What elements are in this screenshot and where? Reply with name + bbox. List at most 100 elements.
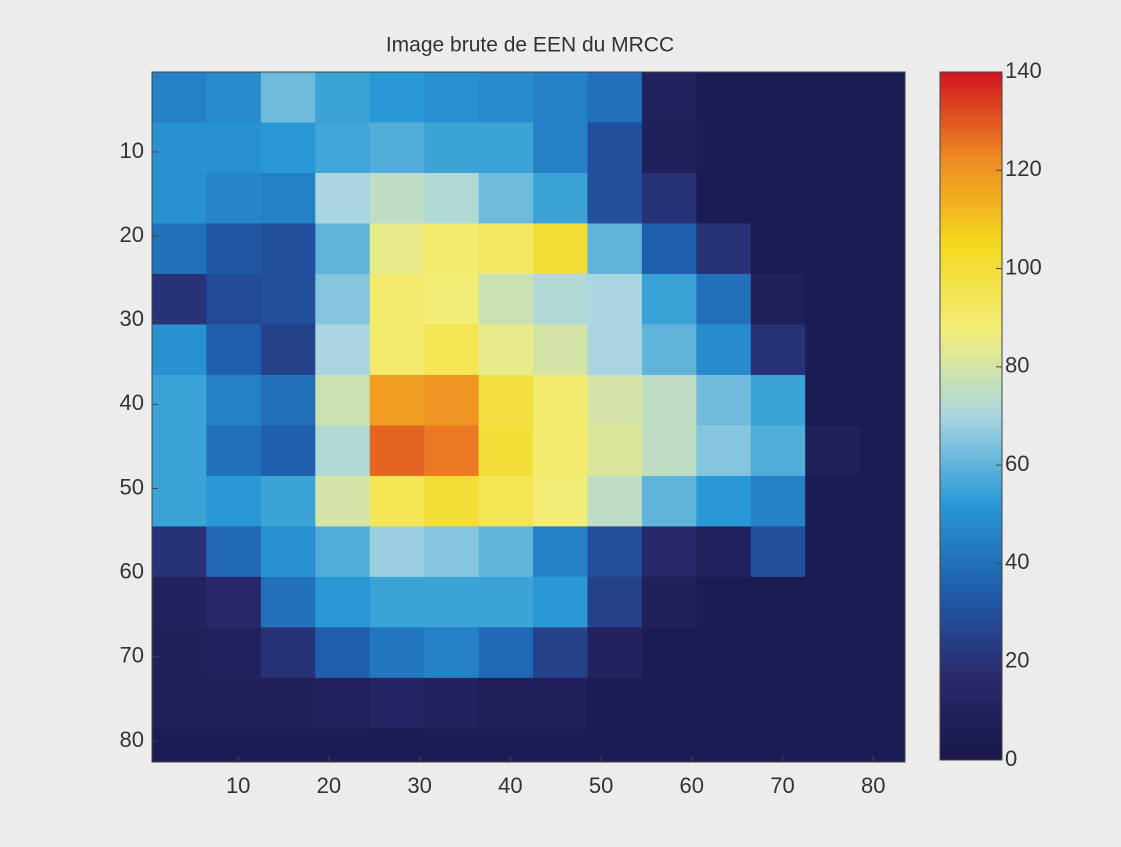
y-tick-label: 10 — [120, 138, 144, 163]
heatmap-cell — [478, 72, 534, 123]
x-tick-label: 30 — [407, 773, 431, 798]
heatmap-cell — [750, 172, 806, 224]
heatmap-cell — [152, 425, 207, 477]
heatmap-cell — [206, 374, 262, 426]
heatmap-cell — [369, 576, 425, 628]
colorbar-tick-label: 120 — [1005, 156, 1042, 181]
heatmap-cell — [315, 374, 371, 426]
heatmap-cell — [587, 172, 643, 224]
heatmap-cell — [315, 273, 371, 325]
x-tick-label: 50 — [589, 773, 613, 798]
heatmap-cell — [369, 526, 425, 578]
chart-title: Image brute de EEN du MRCC — [386, 34, 674, 57]
heatmap-cell — [315, 475, 371, 527]
heatmap-cell — [260, 223, 316, 275]
heatmap-cell — [152, 627, 207, 679]
heatmap-cell — [750, 728, 806, 762]
heatmap-cell — [696, 627, 752, 679]
heatmap-cell — [424, 425, 480, 477]
heatmap-cell — [478, 576, 534, 628]
heatmap-cell — [260, 425, 316, 477]
heatmap-cell — [750, 72, 806, 123]
heatmap-cell — [424, 627, 480, 679]
heatmap-cell — [641, 728, 697, 762]
heatmap-cell — [750, 374, 806, 426]
x-tick-label: 60 — [680, 773, 704, 798]
heatmap-cell — [641, 425, 697, 477]
heatmap-cell — [859, 576, 905, 628]
colorbar-tick-label: 140 — [1005, 58, 1042, 83]
heatmap-cell — [369, 72, 425, 123]
heatmap-cell — [478, 172, 534, 224]
heatmap-cell — [750, 627, 806, 679]
heatmap-cell — [587, 324, 643, 376]
heatmap-cell — [260, 728, 316, 762]
heatmap-cell — [206, 425, 262, 477]
heatmap-cell — [587, 374, 643, 426]
colorbar-tick-label: 0 — [1005, 746, 1017, 771]
heatmap-cell — [152, 122, 207, 174]
heatmap — [152, 72, 905, 762]
heatmap-cell — [478, 223, 534, 275]
heatmap-cell — [859, 172, 905, 224]
heatmap-cell — [533, 576, 588, 628]
heatmap-cell — [315, 526, 371, 578]
heatmap-cell — [805, 475, 861, 527]
heatmap-cell — [152, 223, 207, 275]
heatmap-cell — [696, 677, 752, 729]
heatmap-cell — [641, 475, 697, 527]
heatmap-cell — [533, 324, 588, 376]
heatmap-cell — [805, 72, 861, 123]
heatmap-cell — [206, 677, 262, 729]
heatmap-cell — [641, 172, 697, 224]
heatmap-cell — [641, 526, 697, 578]
heatmap-cell — [859, 223, 905, 275]
heatmap-cell — [805, 526, 861, 578]
heatmap-cell — [533, 475, 588, 527]
heatmap-cell — [587, 425, 643, 477]
heatmap-cell — [587, 627, 643, 679]
heatmap-cell — [424, 324, 480, 376]
heatmap-cell — [260, 627, 316, 679]
heatmap-cell — [206, 72, 262, 123]
heatmap-cell — [478, 273, 534, 325]
y-tick-label: 80 — [120, 727, 144, 752]
heatmap-cell — [369, 172, 425, 224]
plot-frame — [151, 71, 906, 763]
heatmap-cell — [805, 677, 861, 729]
heatmap-cell — [859, 374, 905, 426]
heatmap-cell — [424, 273, 480, 325]
heatmap-cell — [424, 475, 480, 527]
heatmap-cell — [260, 526, 316, 578]
heatmap-cell — [805, 728, 861, 762]
heatmap-cell — [424, 526, 480, 578]
heatmap-cell — [315, 425, 371, 477]
heatmap-cell — [696, 273, 752, 325]
heatmap-cell — [859, 324, 905, 376]
heatmap-cell — [805, 223, 861, 275]
heatmap-cell — [587, 72, 643, 123]
heatmap-cell — [587, 273, 643, 325]
heatmap-cell — [424, 374, 480, 426]
heatmap-cell — [533, 677, 588, 729]
heatmap-cell — [206, 324, 262, 376]
heatmap-cell — [424, 728, 480, 762]
heatmap-cell — [750, 223, 806, 275]
heatmap-cell — [478, 526, 534, 578]
heatmap-cell — [859, 425, 905, 477]
heatmap-cell — [369, 475, 425, 527]
heatmap-cell — [260, 122, 316, 174]
heatmap-cell — [587, 677, 643, 729]
heatmap-cell — [369, 425, 425, 477]
heatmap-cell — [478, 374, 534, 426]
heatmap-cell — [859, 475, 905, 527]
heatmap-cell — [206, 273, 262, 325]
heatmap-cell — [478, 122, 534, 174]
y-tick-label: 50 — [120, 474, 144, 499]
y-tick-label: 60 — [120, 558, 144, 583]
heatmap-cell — [859, 677, 905, 729]
heatmap-cell — [750, 324, 806, 376]
heatmap-cell — [369, 677, 425, 729]
heatmap-cell — [533, 425, 588, 477]
